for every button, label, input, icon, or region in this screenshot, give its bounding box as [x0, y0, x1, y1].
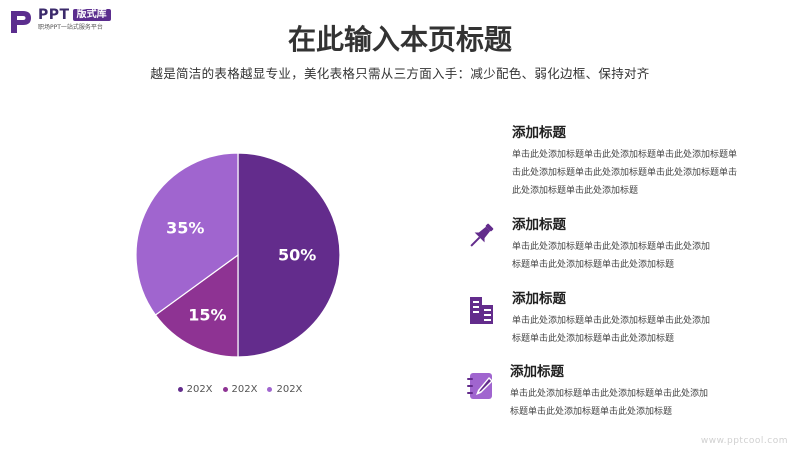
text-block-4: 添加标题 单击此处添加标题单击此处添加标题单击此处添加 标题单击此处添加标题单击… [510, 360, 770, 421]
item-title: 添加标题 [512, 125, 566, 141]
logo-name: PPT [38, 7, 70, 23]
item-body: 单击此处添加标题单击此处添加标题单击此处添加 标题单击此处添加标题单击此处添加标… [512, 316, 711, 344]
legend-label: 202X [186, 384, 213, 395]
item-body: 单击此处添加标题单击此处添加标题单击此处添加标题单 击此处添加标题单击此处添加标… [512, 150, 738, 196]
pie-slice-3 [135, 152, 239, 316]
page-subtitle: 越是简洁的表格越显专业，美化表格只需从三方面入手：减少配色、弱化边框、保持对齐 [150, 66, 650, 81]
legend-label: 202X [231, 384, 258, 395]
item-title: 添加标题 [512, 217, 566, 233]
item-body: 单击此处添加标题单击此处添加标题单击此处添加 标题单击此处添加标题单击此处添加标… [512, 242, 711, 270]
page-title: 在此输入本页标题 [287, 23, 512, 56]
legend-swatch [222, 387, 228, 392]
legend-label: 202X [276, 384, 303, 395]
logo-tagline: 职场PPT一站式服务平台 [38, 24, 103, 31]
slice-label-2: 15% [188, 305, 226, 324]
watermark: www.pptcool.com [700, 436, 788, 446]
item-body: 单击此处添加标题单击此处添加标题单击此处添加 标题单击此处添加标题单击此处添加标… [510, 389, 709, 417]
item-title: 添加标题 [510, 364, 564, 380]
logo-badge: 版式库 [72, 9, 111, 21]
slice-label-3: 35% [166, 219, 204, 238]
item-title: 添加标题 [512, 291, 566, 307]
text-block-2: 添加标题 单击此处添加标题单击此处添加标题单击此处添加 标题单击此处添加标题单击… [512, 213, 772, 274]
pin-icon [470, 223, 494, 247]
pie-slice-1 [237, 152, 341, 358]
building-icon [470, 297, 493, 324]
text-block-3: 添加标题 单击此处添加标题单击此处添加标题单击此处添加 标题单击此处添加标题单击… [512, 287, 772, 348]
legend-swatch [177, 387, 183, 392]
pie-slice-2 [154, 253, 239, 358]
logo-p-icon [11, 11, 31, 33]
brand-logo: PPT 版式库 职场PPT一站式服务平台 [8, 8, 111, 34]
legend-swatch [267, 387, 273, 392]
legend-item-3: 202X [267, 384, 302, 395]
text-block-1: 添加标题 单击此处添加标题单击此处添加标题单击此处添加标题单 击此处添加标题单击… [512, 121, 772, 200]
legend-item-1: 202X [177, 384, 213, 395]
notebook-pen-icon [467, 373, 493, 399]
slice-label-1: 50% [278, 246, 316, 265]
legend-item-2: 202X [222, 384, 258, 395]
chart-legend: 202X 202X 202X [177, 384, 302, 395]
pie-chart: 50% 15% 35% [135, 152, 341, 358]
